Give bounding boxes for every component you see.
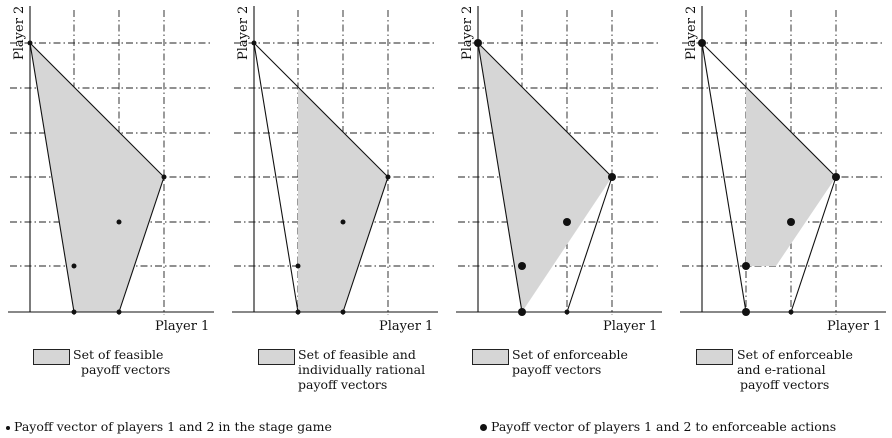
enforceable-payoff-point bbox=[832, 173, 840, 181]
legend-text: Set of enforceable and e-rational payoff… bbox=[737, 347, 853, 392]
enforceable-boundary bbox=[701, 42, 837, 313]
enforceable-payoff-point bbox=[787, 218, 795, 226]
stage-payoff-point bbox=[295, 309, 301, 315]
footnote-stage-game: Payoff vector of players 1 and 2 in the … bbox=[6, 419, 332, 434]
x-axis-label: Player 1 bbox=[155, 319, 209, 334]
enforceable-payoff-point bbox=[742, 262, 750, 270]
panel-enforceable: Player 2 Player 1 bbox=[456, 6, 662, 334]
legend-line: Set of feasible bbox=[73, 347, 164, 362]
enforceable-payoff-point bbox=[608, 173, 616, 181]
stage-game-points bbox=[251, 40, 391, 315]
stage-payoff-point bbox=[564, 309, 570, 315]
small-dot-icon bbox=[6, 425, 10, 430]
enforceable-payoff-point bbox=[742, 308, 750, 316]
footnote-text: Payoff vector of players 1 and 2 to enfo… bbox=[491, 419, 837, 434]
y-axis-label: Player 2 bbox=[684, 6, 699, 60]
stage-payoff-point bbox=[71, 263, 77, 269]
enforceable-region bbox=[478, 43, 612, 312]
individually-rational-region bbox=[298, 87, 388, 312]
legend-line: Set of enforceable bbox=[512, 347, 628, 362]
stage-payoff-point bbox=[251, 40, 257, 46]
enforceable-points bbox=[474, 39, 616, 316]
legend-line: payoff vectors bbox=[298, 377, 388, 392]
enforceable-points bbox=[698, 39, 840, 316]
legend-text: Set of enforceable payoff vectors bbox=[512, 347, 628, 377]
legend-line: Set of feasible and bbox=[298, 347, 416, 362]
enforceable-payoff-point bbox=[563, 218, 571, 226]
y-axis-label: Player 2 bbox=[236, 6, 251, 60]
feasible-region bbox=[30, 43, 164, 312]
stage-payoff-point bbox=[295, 263, 301, 269]
enforceable-payoff-point bbox=[698, 39, 706, 47]
legend-swatch bbox=[258, 349, 295, 365]
y-axis-label: Player 2 bbox=[12, 6, 27, 60]
legend-line: payoff vectors bbox=[740, 377, 830, 392]
legend-line: payoff vectors bbox=[81, 362, 171, 377]
x-axis-label: Player 1 bbox=[603, 319, 657, 334]
stage-payoff-point bbox=[116, 309, 122, 315]
enforceable-boundary bbox=[477, 42, 613, 313]
large-dot-icon bbox=[480, 424, 487, 431]
e-rational-region bbox=[746, 87, 836, 266]
legend-swatch bbox=[33, 349, 70, 365]
stage-payoff-point bbox=[71, 309, 77, 315]
x-axis-label: Player 1 bbox=[827, 319, 881, 334]
legend-text: Set of feasible and individually rationa… bbox=[298, 347, 425, 392]
stage-payoff-point bbox=[788, 309, 794, 315]
y-axis-label: Player 2 bbox=[460, 6, 475, 60]
enforceable-payoff-point bbox=[518, 262, 526, 270]
stage-payoff-point bbox=[161, 174, 167, 180]
footnote-enforceable: Payoff vector of players 1 and 2 to enfo… bbox=[480, 419, 836, 434]
enforceable-payoff-point bbox=[474, 39, 482, 47]
enforceable-payoff-point bbox=[518, 308, 526, 316]
legend-line: Set of enforceable bbox=[737, 347, 853, 362]
legend-line: individually rational bbox=[298, 362, 426, 377]
legend-swatch bbox=[472, 349, 509, 365]
legend-line: and e-rational bbox=[737, 362, 826, 377]
legend-swatch bbox=[696, 349, 733, 365]
legend-line: payoff vectors bbox=[512, 362, 602, 377]
panel-feasible: Player 2 Player 1 bbox=[8, 6, 214, 334]
stage-payoff-point bbox=[340, 309, 346, 315]
footnote-text: Payoff vector of players 1 and 2 in the … bbox=[14, 419, 332, 434]
stage-payoff-point bbox=[385, 174, 391, 180]
panel-individually-rational: Player 2 Player 1 bbox=[232, 6, 438, 334]
stage-payoff-point bbox=[340, 219, 346, 225]
panel-e-rational: Player 2 Player 1 bbox=[680, 6, 886, 334]
legend-text: Set of feasible payoff vectors bbox=[73, 347, 170, 377]
x-axis-label: Player 1 bbox=[379, 319, 433, 334]
stage-payoff-point bbox=[27, 40, 33, 46]
stage-game-points bbox=[27, 40, 167, 315]
stage-payoff-point bbox=[116, 219, 122, 225]
